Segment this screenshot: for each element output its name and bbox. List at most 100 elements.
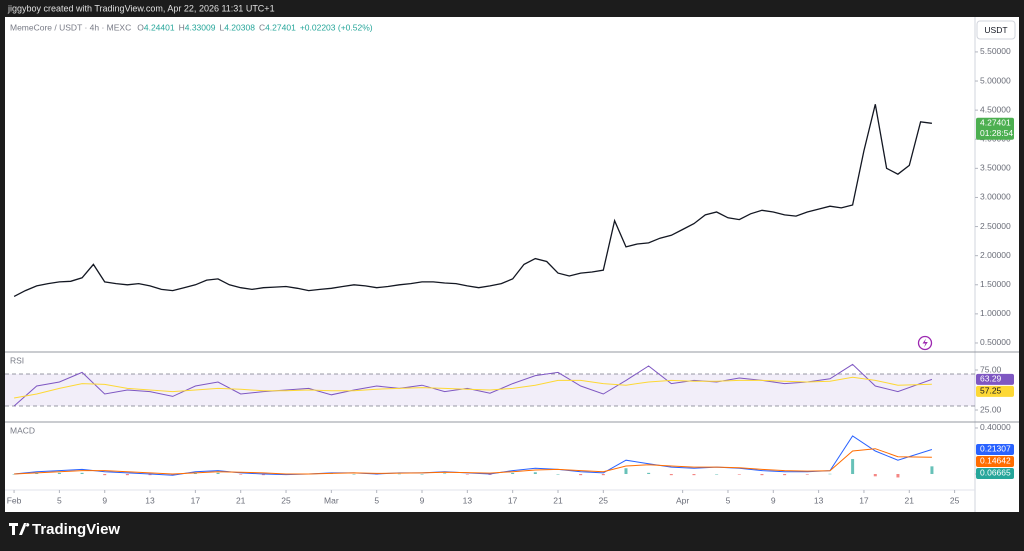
- x-tick-label: 5: [57, 495, 62, 505]
- x-tick-label: 21: [236, 495, 246, 505]
- histogram-bar: [647, 472, 651, 475]
- currency: USDT: [984, 25, 1007, 35]
- chart-background: [5, 17, 1019, 512]
- x-tick-label: 25: [599, 495, 609, 505]
- histogram-bar: [35, 472, 39, 475]
- pane-title: RSI: [10, 355, 24, 365]
- histogram-bar: [216, 472, 220, 475]
- y-tick-label: 1.00000: [980, 308, 1011, 318]
- histogram-bar: [420, 474, 424, 475]
- series-line: [13, 104, 932, 297]
- histogram-bar: [57, 472, 61, 475]
- ohlc-key: O: [137, 22, 144, 32]
- histogram-bar: [624, 468, 628, 475]
- histogram-bar: [692, 474, 696, 476]
- histogram-bar: [828, 473, 832, 475]
- series-line: [13, 363, 933, 407]
- x-tick-label: 5: [374, 495, 379, 505]
- ohlc-key: H: [179, 22, 185, 32]
- last-value: 0.14642: [980, 456, 1011, 466]
- histogram-bar: [851, 459, 855, 475]
- brand: TradingView: [32, 521, 120, 538]
- last-value-tag: [976, 455, 1014, 467]
- last-value: 63.29: [980, 374, 1002, 384]
- last-value: 4.27401: [980, 118, 1011, 128]
- y-tick-label: 0.40000: [980, 422, 1011, 432]
- histogram-bar: [533, 472, 537, 475]
- y-tick-label: 3.00000: [980, 192, 1011, 202]
- ohlc-key: L: [219, 22, 224, 32]
- series-line: [14, 376, 932, 399]
- histogram-bar: [930, 466, 934, 475]
- x-tick-label: 9: [771, 495, 776, 505]
- histogram-bar: [239, 474, 243, 475]
- change: +0.02203 (+0.52%): [300, 22, 373, 32]
- symbol: MemeCore / USDT · 4h · MEXC: [10, 22, 131, 32]
- y-tick-label: 5.50000: [980, 46, 1011, 56]
- histogram-bar: [80, 472, 84, 475]
- y-tick-label: 25.00: [980, 404, 1002, 414]
- y-tick-label: 3.50000: [980, 163, 1011, 173]
- histogram-bar: [465, 474, 469, 475]
- histogram-bar: [397, 473, 401, 475]
- histogram-bar: [669, 474, 673, 476]
- x-tick-label: 25: [950, 495, 960, 505]
- y-tick-label: 2.00000: [980, 250, 1011, 260]
- ohlc-value: 4.33009: [185, 22, 216, 32]
- ohlc-value: 4.27401: [265, 22, 296, 32]
- alert-icon[interactable]: [917, 335, 933, 351]
- x-tick-label: Apr: [676, 495, 689, 505]
- x-tick-label: 25: [281, 495, 291, 505]
- histogram-bar: [352, 474, 356, 475]
- x-tick-label: 21: [905, 495, 915, 505]
- histogram-bar: [783, 474, 787, 476]
- x-tick-label: 5: [726, 495, 731, 505]
- last-value: 0.21307: [980, 444, 1011, 454]
- y-tick-label: 1.50000: [980, 279, 1011, 289]
- histogram-bar: [125, 474, 129, 476]
- x-tick-label: 17: [191, 495, 201, 505]
- histogram-bar: [579, 474, 583, 476]
- pane-title: MACD: [10, 425, 35, 435]
- y-tick-label: 75.00: [980, 364, 1002, 374]
- logo-icon: [9, 523, 30, 535]
- histogram-bar: [261, 474, 265, 476]
- ohlc-key: C: [259, 22, 265, 32]
- histogram-bar: [103, 474, 107, 476]
- histogram-bar: [12, 474, 16, 475]
- x-tick-label: 9: [102, 495, 107, 505]
- histogram-bar: [760, 474, 764, 476]
- y-tick-label: 0.50000: [980, 337, 1011, 347]
- x-tick-label: 13: [463, 495, 473, 505]
- ohlc-value: 4.24401: [144, 22, 175, 32]
- histogram-bar: [737, 474, 741, 475]
- histogram-bar: [556, 474, 560, 475]
- histogram-bar: [193, 472, 197, 475]
- x-tick-label: 13: [145, 495, 155, 505]
- last-value-tag: [976, 467, 1014, 479]
- attribution: jiggyboy created with TradingView.com, A…: [7, 3, 275, 13]
- histogram-bar: [511, 472, 515, 475]
- y-tick-label: 4.50000: [980, 104, 1011, 114]
- last-value: 57.25: [980, 386, 1002, 396]
- ohlc-value: 4.20308: [224, 22, 255, 32]
- x-tick-label: Mar: [324, 495, 339, 505]
- x-tick-label: 17: [859, 495, 869, 505]
- histogram-bar: [148, 474, 152, 476]
- legend: MemeCore / USDT · 4h · MEXC O 4.24401 H 4.33…: [10, 22, 373, 32]
- histogram-bar: [171, 474, 175, 476]
- countdown: 01:28:54: [980, 128, 1013, 138]
- y-tick-label: 5.00000: [980, 75, 1011, 85]
- histogram-bar: [601, 474, 605, 476]
- series-line: [14, 448, 932, 475]
- last-value-tag: [976, 443, 1014, 455]
- histogram-bar: [805, 474, 809, 475]
- x-tick-label: 17: [508, 495, 518, 505]
- x-tick-label: 13: [814, 495, 824, 505]
- currency-box[interactable]: [976, 20, 1016, 40]
- x-tick-label: 21: [553, 495, 563, 505]
- histogram-bar: [873, 474, 877, 477]
- histogram-bar: [443, 473, 447, 475]
